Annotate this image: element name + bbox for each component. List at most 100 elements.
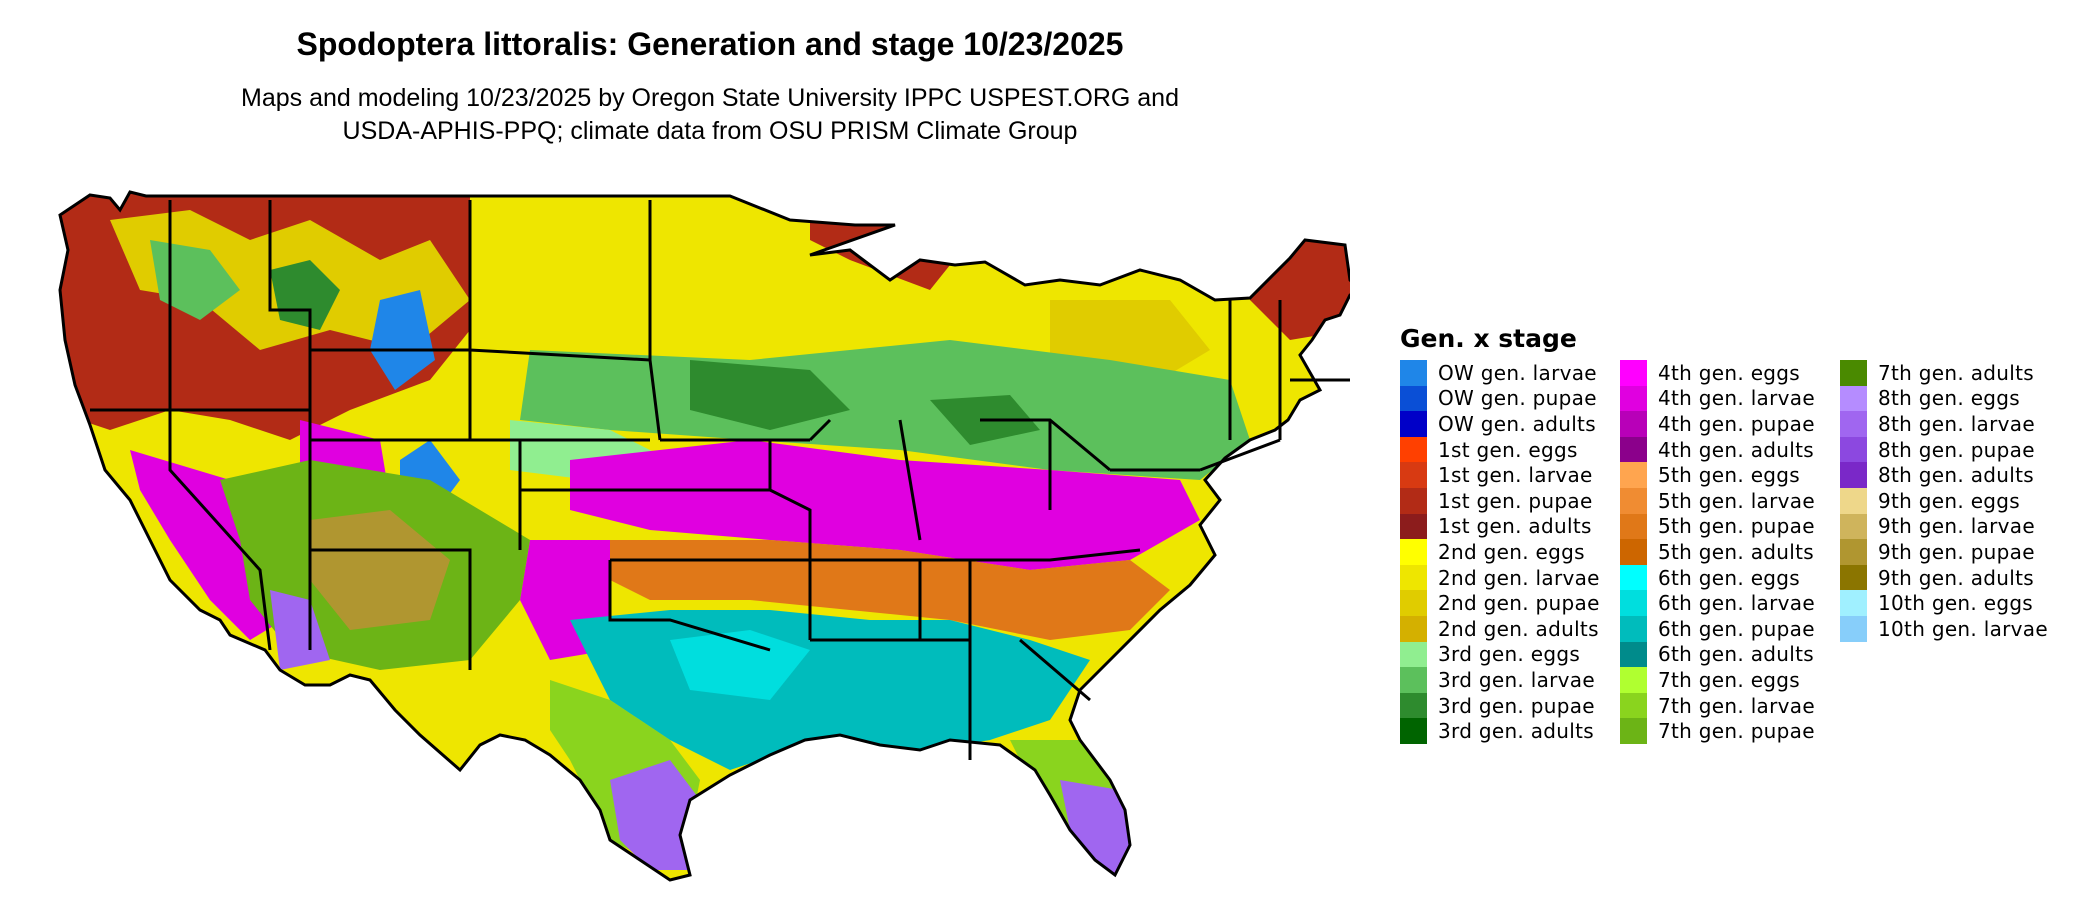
- legend-swatch: [1620, 360, 1647, 386]
- legend-swatch: [1620, 436, 1647, 463]
- legend-label: 4th gen. eggs: [1658, 360, 1801, 385]
- legend-label: 6th gen. larvae: [1658, 591, 1815, 616]
- legend-title: Gen. x stage: [1400, 324, 1577, 353]
- legend-swatch: [1400, 616, 1427, 642]
- legend-swatch: [1620, 539, 1647, 565]
- legend-item: 7th gen. adults: [1840, 360, 2034, 386]
- legend-label: 8th gen. adults: [1878, 463, 2034, 488]
- legend-item: 1st gen. adults: [1400, 513, 1592, 540]
- legend-item: 9th gen. larvae: [1840, 513, 2035, 540]
- legend-label: 4th gen. larvae: [1658, 386, 1815, 411]
- legend-swatch: [1620, 411, 1647, 437]
- legend-swatch: [1400, 436, 1427, 463]
- legend-swatch: [1620, 488, 1647, 514]
- legend-label: 5th gen. eggs: [1658, 463, 1801, 488]
- legend-swatch: [1620, 718, 1647, 744]
- legend-item: 2nd gen. eggs: [1400, 539, 1585, 565]
- legend-swatch: [1400, 488, 1427, 514]
- legend-label: 9th gen. larvae: [1878, 514, 2035, 539]
- legend-label: OW gen. pupae: [1438, 386, 1597, 411]
- legend-swatch: [1400, 667, 1427, 693]
- legend-swatch: [1400, 590, 1427, 616]
- legend-label: 2nd gen. adults: [1438, 616, 1599, 641]
- legend-swatch: [1400, 718, 1427, 744]
- legend-swatch: [1620, 692, 1647, 719]
- legend-label: 7th gen. eggs: [1658, 667, 1801, 692]
- map-subtitle-line-2: USDA-APHIS-PPQ; climate data from OSU PR…: [342, 117, 1078, 145]
- legend-label: 8th gen. eggs: [1878, 386, 2021, 411]
- legend-swatch: [1400, 692, 1427, 719]
- legend-swatch: [1400, 462, 1427, 488]
- legend-label: 7th gen. larvae: [1658, 693, 1815, 718]
- legend-label: 3rd gen. adults: [1438, 719, 1594, 744]
- legend-swatch: [1840, 616, 1867, 642]
- legend-item: 6th gen. eggs: [1620, 564, 1801, 591]
- legend-label: 6th gen. pupae: [1658, 616, 1815, 641]
- legend-swatch: [1840, 411, 1867, 437]
- legend-swatch: [1620, 667, 1647, 693]
- legend-label: 1st gen. eggs: [1438, 437, 1578, 462]
- legend-label: 4th gen. adults: [1658, 437, 1814, 462]
- legend-item: 3rd gen. adults: [1400, 718, 1594, 744]
- state-boundaries: [58, 190, 1350, 882]
- legend-item: 8th gen. eggs: [1840, 385, 2021, 412]
- legend-item: 2nd gen. larvae: [1400, 564, 1600, 591]
- legend-swatch: [1620, 462, 1647, 488]
- legend-label: 3rd gen. eggs: [1438, 642, 1581, 667]
- legend-label: 1st gen. larvae: [1438, 463, 1593, 488]
- legend-label: 2nd gen. pupae: [1438, 591, 1600, 616]
- legend-label: 9th gen. eggs: [1878, 488, 2021, 513]
- legend-label: 7th gen. adults: [1878, 360, 2034, 385]
- legend-item: 6th gen. larvae: [1620, 590, 1815, 616]
- legend-label: 10th gen. eggs: [1878, 591, 2034, 616]
- legend-swatch: [1620, 513, 1647, 540]
- legend-label: 10th gen. larvae: [1878, 616, 2048, 641]
- legend-item: 8th gen. larvae: [1840, 411, 2035, 437]
- legend-swatch: [1840, 564, 1867, 591]
- legend-swatch: [1400, 513, 1427, 540]
- legend-item: 5th gen. adults: [1620, 539, 1814, 565]
- legend-swatch: [1400, 385, 1427, 412]
- legend-label: 6th gen. eggs: [1658, 565, 1801, 590]
- legend-label: 8th gen. larvae: [1878, 411, 2035, 436]
- legend-item: 8th gen. adults: [1840, 462, 2034, 488]
- legend-swatch: [1840, 513, 1867, 540]
- us-generation-stage-map: [58, 190, 1350, 882]
- legend-item: 6th gen. adults: [1620, 641, 1814, 668]
- legend-item: 9th gen. pupae: [1840, 539, 2035, 565]
- legend-swatch: [1840, 488, 1867, 514]
- legend-swatch: [1620, 385, 1647, 412]
- legend-label: OW gen. larvae: [1438, 360, 1597, 385]
- legend-item: 4th gen. eggs: [1620, 360, 1800, 386]
- legend-item: 3rd gen. pupae: [1400, 692, 1595, 719]
- legend-label: 9th gen. adults: [1878, 565, 2034, 590]
- legend-label: OW gen. adults: [1438, 411, 1596, 436]
- legend-item: 1st gen. eggs: [1400, 436, 1578, 463]
- legend-item: OW gen. adults: [1400, 411, 1596, 437]
- legend: OW gen. larvae OW gen. pupae OW gen. adult…: [1400, 360, 2100, 760]
- legend-item: 6th gen. pupae: [1620, 616, 1815, 642]
- legend-item: 7th gen. larvae: [1620, 692, 1815, 719]
- legend-item: OW gen. larvae: [1400, 360, 1597, 386]
- legend-label: 1st gen. pupae: [1438, 488, 1593, 513]
- legend-swatch: [1400, 641, 1427, 668]
- legend-swatch: [1620, 616, 1647, 642]
- legend-label: 3rd gen. larvae: [1438, 667, 1595, 692]
- legend-swatch: [1840, 385, 1867, 412]
- legend-item: 1st gen. pupae: [1400, 488, 1593, 514]
- legend-item: 2nd gen. pupae: [1400, 590, 1600, 616]
- legend-swatch: [1840, 360, 1867, 386]
- legend-label: 5th gen. larvae: [1658, 488, 1815, 513]
- legend-swatch: [1620, 564, 1647, 591]
- legend-item: 5th gen. larvae: [1620, 488, 1815, 514]
- legend-item: 5th gen. pupae: [1620, 513, 1815, 540]
- legend-item: 4th gen. larvae: [1620, 385, 1815, 412]
- legend-label: 8th gen. pupae: [1878, 437, 2035, 462]
- legend-label: 3rd gen. pupae: [1438, 693, 1595, 718]
- legend-item: 7th gen. pupae: [1620, 718, 1815, 744]
- legend-item: 3rd gen. eggs: [1400, 641, 1581, 668]
- legend-item: 4th gen. pupae: [1620, 411, 1815, 437]
- legend-swatch: [1400, 564, 1427, 591]
- map-subtitle-line-1: Maps and modeling 10/23/2025 by Oregon S…: [241, 84, 1179, 112]
- legend-swatch: [1620, 641, 1647, 668]
